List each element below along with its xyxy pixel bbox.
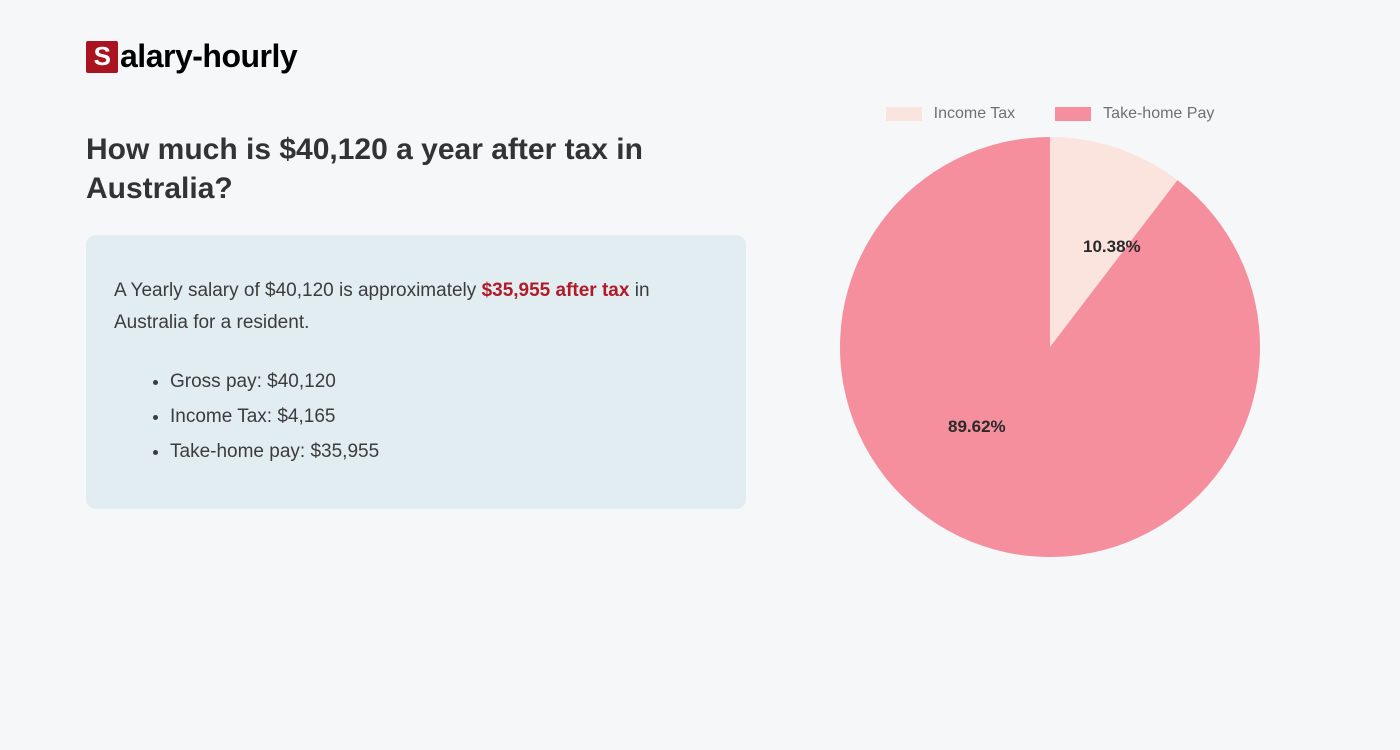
logo-initial: S [86,41,118,73]
legend-swatch [1055,107,1091,121]
list-item: Gross pay: $40,120 [170,364,706,399]
chart-container: Income Tax Take-home Pay 10.38% 89.62% [820,105,1280,557]
page-heading: How much is $40,120 a year after tax in … [86,130,716,208]
legend-label: Income Tax [934,105,1016,123]
pie-svg [840,137,1260,557]
pie-chart: 10.38% 89.62% [840,137,1260,557]
summary-prefix: A Yearly salary of $40,120 is approximat… [114,280,482,301]
chart-legend: Income Tax Take-home Pay [820,105,1280,123]
legend-swatch [886,107,922,121]
list-item: Take-home pay: $35,955 [170,434,706,469]
list-item: Income Tax: $4,165 [170,399,706,434]
legend-item-income-tax: Income Tax [886,105,1016,123]
site-logo: Salary-hourly [86,38,297,75]
summary-box: A Yearly salary of $40,120 is approximat… [86,235,746,509]
summary-highlight: $35,955 after tax [482,280,630,301]
legend-item-take-home: Take-home Pay [1055,105,1214,123]
summary-paragraph: A Yearly salary of $40,120 is approximat… [114,275,706,340]
logo-text: alary-hourly [120,38,297,75]
slice-label-income-tax: 10.38% [1083,237,1141,257]
legend-label: Take-home Pay [1103,105,1214,123]
details-list: Gross pay: $40,120 Income Tax: $4,165 Ta… [114,364,706,469]
slice-label-take-home: 89.62% [948,417,1006,437]
